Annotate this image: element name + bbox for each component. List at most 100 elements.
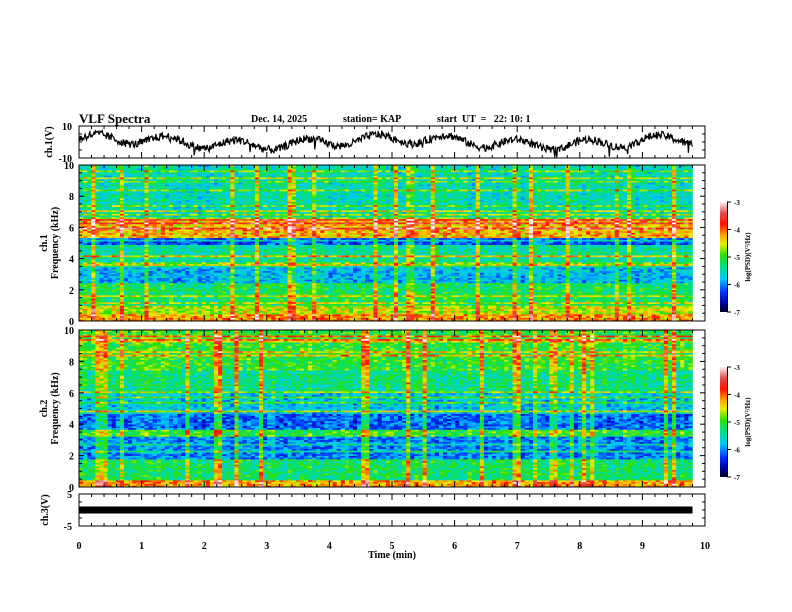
spectrogram-cell [267,286,272,289]
spectrogram-cell [271,305,276,308]
spectrogram-cell [156,274,162,277]
spectrogram-cell [123,282,129,285]
spectrogram-cell [258,270,264,273]
spectrogram-cell [667,277,673,280]
spectrogram-cell [242,265,247,268]
spectrogram-cell [434,270,440,273]
spectrogram-cell [91,315,96,318]
spectrogram-cell [87,301,92,304]
spectrogram-cell [83,269,88,272]
spectrogram-cell [218,296,223,299]
spectrogram-cell [520,274,526,277]
spectrogram-cell [680,274,685,277]
spectrogram-cell [569,277,575,280]
spectrogram-cell [508,291,513,294]
spectrogram-cell [185,308,190,311]
spectrogram-cell [471,279,477,282]
spectrogram-cell [361,282,366,285]
spectrogram-cell [344,267,350,270]
spectrogram-cell [545,272,550,275]
spectrogram-cell [222,310,227,313]
spectrogram-cell [414,291,419,294]
spectrogram-cell [565,312,571,315]
spectrogram-cell [508,301,513,304]
spectrogram-cell [377,272,382,275]
spectrogram-cell [348,265,354,268]
spectrogram-cell [614,300,620,303]
spectrogram-cell [209,284,215,287]
spectrogram-cell [128,298,133,301]
spectrogram-cell [541,282,546,285]
spectrogram-cell [590,314,595,317]
spectrogram-cell [103,319,108,322]
spectrogram-cell [295,300,301,303]
spectrogram-cell [631,293,636,296]
spectrogram-cell [504,274,509,277]
spectrogram-cell [123,263,129,266]
spectrogram-cell [647,293,652,296]
spectrogram-cell [287,308,292,311]
spectrogram-cell [627,295,632,298]
spectrogram-cell [222,265,227,268]
spectrogram-cell [463,286,468,289]
spectrogram-cell [283,263,288,266]
spectrogram-cell [594,282,599,285]
spectrogram-cell [414,270,419,273]
spectrogram-cell [328,317,333,320]
spectrogram-cell [271,291,276,294]
spectrogram-cell [455,317,460,320]
spectrogram-cell [582,298,587,301]
spectrogram-cell [115,307,121,310]
spectrogram-cell [258,308,264,311]
spectrogram-cell [303,279,309,282]
spectrogram-cell [672,312,677,315]
spectrogram-cell [528,288,534,291]
spectrogram-cell [250,277,256,280]
spectrogram-cell [483,274,489,277]
spectrogram-cell [586,295,591,298]
spectrogram-cell [483,267,489,270]
spectrogram-cell [553,301,558,304]
spectrogram-cell [622,314,628,317]
spectrogram-cell [95,263,100,266]
spectrogram-cell [643,286,648,289]
spectrogram-cell [250,263,256,266]
spectrogram-cell [573,319,579,322]
spectrogram-cell [549,282,554,285]
spectrogram-cell [136,298,141,301]
spectrogram-cell [565,301,571,304]
spectrogram-cell [128,305,133,308]
spectrogram-cell [643,298,648,301]
spectrogram-cell [443,298,448,301]
spectrogram-cell [573,270,579,273]
spectrogram-cell [79,308,84,311]
spectrogram-cell [312,293,317,296]
spectrogram-cell [627,267,632,270]
spectrogram-cell [242,300,247,303]
spectrogram-cell [492,284,497,287]
spectrogram-cell [250,298,256,301]
spectrogram-cell [181,267,186,270]
spectrogram-cell [168,279,174,282]
spectrogram-cell [504,272,509,275]
spectrogram-cell [381,277,387,280]
spectrogram-cell [115,263,121,266]
spectrogram-cell [590,269,595,272]
spectrogram-cell [610,296,616,299]
spectrogram-cell [218,267,223,270]
spectrogram-cell [381,272,387,275]
spectrogram-cell [680,265,685,268]
spectrogram-cell [152,269,158,272]
spectrogram-cell [639,305,644,308]
spectrogram-cell [565,300,571,303]
spectrogram-cell [385,293,391,296]
spectrogram-cell [189,298,194,301]
spectrogram-cell [451,281,456,284]
spectrogram-cell [218,282,223,285]
spectrogram-cell [91,270,96,273]
spectrogram-cell [549,300,554,303]
spectrogram-cell [447,263,452,266]
spectrogram-cell [320,307,325,310]
spectrogram-cell [160,312,166,315]
spectrogram-cell [667,263,673,266]
